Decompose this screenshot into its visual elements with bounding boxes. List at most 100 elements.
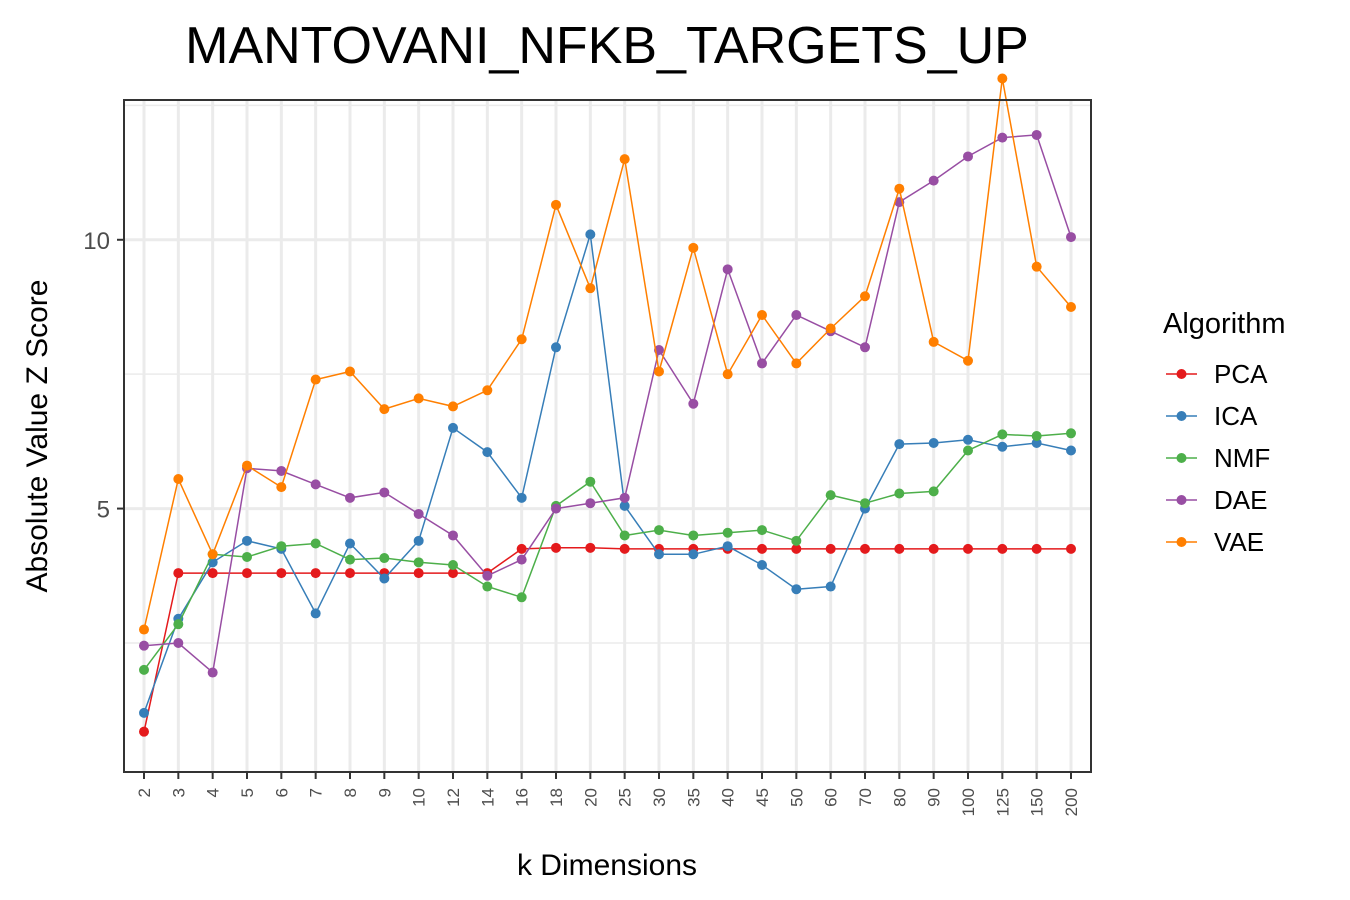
data-point-dae xyxy=(379,487,390,498)
data-point-dae xyxy=(139,640,149,651)
y-tick-label: 5 xyxy=(97,497,110,524)
data-point-dae xyxy=(207,667,218,678)
x-tick-label: 70 xyxy=(856,788,875,807)
data-point-dae xyxy=(791,310,802,321)
y-axis-title: Absolute Value Z Score xyxy=(21,280,54,593)
data-point-dae xyxy=(688,398,699,409)
data-point-dae xyxy=(757,358,767,369)
data-point-dae xyxy=(963,151,973,162)
data-point-nmf xyxy=(688,530,699,541)
data-point-dae xyxy=(860,342,870,353)
y-tick-label: 10 xyxy=(83,228,110,255)
x-tick-label: 2 xyxy=(135,788,154,797)
data-point-vae xyxy=(860,291,870,302)
legend-item-dae: DAE xyxy=(1166,485,1267,515)
data-point-nmf xyxy=(757,525,767,536)
data-point-nmf xyxy=(1066,428,1076,439)
data-point-vae xyxy=(482,385,493,396)
data-point-nmf xyxy=(585,476,596,487)
data-point-vae xyxy=(894,183,905,194)
data-point-nmf xyxy=(173,619,184,630)
data-point-nmf xyxy=(619,530,630,541)
x-tick-label: 200 xyxy=(1062,788,1081,816)
data-point-dae xyxy=(482,570,493,581)
legend-item-pca: PCA xyxy=(1166,359,1268,389)
data-point-vae xyxy=(173,474,184,485)
series-nmf xyxy=(139,428,1076,675)
series-layer xyxy=(139,73,1076,737)
legend-label: NMF xyxy=(1214,443,1270,473)
data-point-vae xyxy=(722,369,733,380)
data-point-vae xyxy=(345,366,355,377)
data-point-vae xyxy=(379,404,390,415)
data-point-nmf xyxy=(139,664,149,675)
data-point-pca xyxy=(173,568,184,579)
data-point-pca xyxy=(139,726,149,737)
data-point-ica xyxy=(997,441,1008,452)
series-line-pca xyxy=(143,547,1071,732)
series-dae xyxy=(139,129,1076,678)
data-point-ica xyxy=(722,541,733,552)
data-point-dae xyxy=(276,465,287,476)
x-tick-label: 20 xyxy=(581,788,600,807)
data-point-vae xyxy=(619,154,630,165)
data-point-dae xyxy=(448,530,458,541)
data-point-dae xyxy=(997,132,1008,143)
x-tick-label: 8 xyxy=(341,788,360,797)
data-point-nmf xyxy=(310,538,321,549)
series-line-nmf xyxy=(143,432,1072,671)
data-point-dae xyxy=(413,508,424,519)
chart-title: MANTOVANI_NFKB_TARGETS_UP xyxy=(185,17,1029,75)
data-point-pca xyxy=(242,568,252,579)
data-point-vae xyxy=(310,374,321,385)
data-point-dae xyxy=(722,264,733,275)
x-tick-label: 14 xyxy=(478,788,497,807)
data-point-pca xyxy=(860,543,870,554)
data-point-vae xyxy=(207,549,218,560)
x-axis-title: k Dimensions xyxy=(517,849,697,882)
data-point-dae xyxy=(1066,232,1076,243)
legend-items: PCA ICA NMF DAE VAE xyxy=(1166,359,1270,557)
data-point-ica xyxy=(379,573,390,584)
x-tick-label: 12 xyxy=(444,788,463,807)
plot-panel-border xyxy=(123,99,1092,773)
data-point-dae xyxy=(345,492,355,503)
data-point-pca xyxy=(791,543,802,554)
data-point-dae xyxy=(1031,129,1042,140)
data-point-vae xyxy=(757,310,767,321)
x-tick-label: 9 xyxy=(375,788,394,797)
legend-key-point xyxy=(1176,453,1187,463)
data-point-pca xyxy=(310,568,321,579)
legend-key-point xyxy=(1176,369,1187,379)
data-point-vae xyxy=(242,460,252,471)
legend-key-point xyxy=(1176,411,1187,421)
data-point-ica xyxy=(894,439,905,450)
x-tick-label: 35 xyxy=(684,788,703,807)
data-point-ica xyxy=(928,437,939,448)
data-point-vae xyxy=(448,401,458,412)
data-point-nmf xyxy=(928,486,939,497)
data-point-vae xyxy=(551,199,561,210)
x-tick-label: 16 xyxy=(513,788,532,807)
data-point-dae xyxy=(551,503,561,514)
data-point-pca xyxy=(1031,543,1042,554)
x-tick-label: 10 xyxy=(410,788,429,807)
series-vae xyxy=(139,73,1076,635)
data-point-pca xyxy=(276,568,287,579)
x-tick-label: 18 xyxy=(547,788,566,807)
data-point-dae xyxy=(516,554,527,565)
data-point-dae xyxy=(173,637,184,648)
data-point-pca xyxy=(1066,543,1076,554)
data-point-nmf xyxy=(722,527,733,538)
x-tick-label: 7 xyxy=(307,788,326,797)
data-point-nmf xyxy=(345,554,355,565)
x-tick-label: 125 xyxy=(993,788,1012,816)
data-point-ica xyxy=(345,538,355,549)
data-point-nmf xyxy=(413,557,424,568)
data-point-pca xyxy=(757,543,767,554)
x-tick-label: 5 xyxy=(238,788,257,797)
data-point-vae xyxy=(928,336,939,347)
legend-label: VAE xyxy=(1214,527,1264,557)
data-point-nmf xyxy=(1031,431,1042,441)
data-point-ica xyxy=(516,492,527,503)
